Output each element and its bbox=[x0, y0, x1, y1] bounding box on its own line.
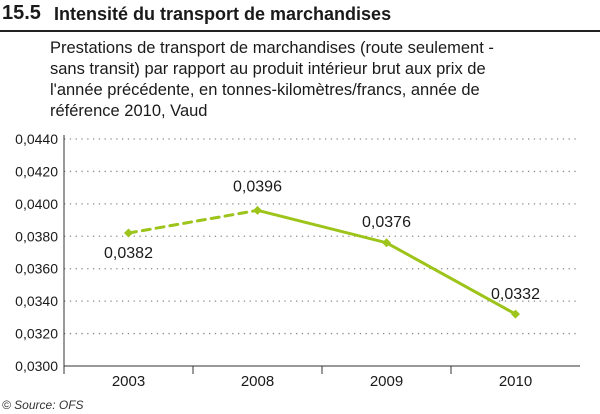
y-tick-label: 0,0380 bbox=[15, 228, 58, 244]
data-point-marker bbox=[382, 238, 391, 248]
subtitle-line: référence 2010, Vaud bbox=[50, 102, 208, 120]
y-tick-label: 0,0320 bbox=[15, 326, 58, 342]
figure-title: Intensité du transport de marchandises bbox=[54, 4, 392, 24]
x-tick-label: 2008 bbox=[241, 373, 274, 390]
data-point-marker bbox=[253, 205, 262, 215]
x-tick-label: 2009 bbox=[370, 373, 403, 390]
x-tick-label: 2003 bbox=[112, 373, 145, 390]
source-note: © Source: OFS bbox=[2, 398, 84, 412]
y-tick-label: 0,0400 bbox=[15, 196, 58, 212]
figure-header: 15.5 Intensité du transport de marchandi… bbox=[0, 0, 600, 32]
subtitle-line: l'année précédente, en tonnes-kilomètres… bbox=[50, 81, 480, 99]
series-segment-dashed bbox=[127, 208, 259, 235]
y-tick-label: 0,0440 bbox=[15, 131, 58, 147]
data-point-marker bbox=[511, 309, 520, 319]
subtitle-line: Prestations de transport de marchandises… bbox=[50, 39, 494, 57]
data-label: 0,0396 bbox=[233, 178, 282, 195]
series-segment bbox=[256, 208, 388, 245]
data-label: 0,0332 bbox=[491, 286, 540, 303]
data-point-marker bbox=[124, 228, 133, 238]
y-tick-label: 0,0360 bbox=[15, 261, 58, 277]
y-tick-label: 0,0300 bbox=[15, 358, 58, 374]
x-tick-label: 2010 bbox=[499, 373, 532, 390]
chart-subtitle: Prestations de transport de marchandises… bbox=[50, 38, 600, 122]
figure-number: 15.5 bbox=[2, 2, 41, 24]
y-tick-label: 0,0420 bbox=[15, 163, 58, 179]
y-tick-label: 0,0340 bbox=[15, 293, 58, 309]
data-label: 0,0376 bbox=[362, 214, 411, 231]
series-segment bbox=[385, 241, 517, 316]
line-chart: 0,0300 0,0320 0,0340 0,0360 0,0380 0,0400 0,04… bbox=[15, 131, 580, 390]
data-label: 0,0382 bbox=[104, 245, 153, 262]
subtitle-line: sans transit) par rapport au produit int… bbox=[50, 60, 486, 78]
